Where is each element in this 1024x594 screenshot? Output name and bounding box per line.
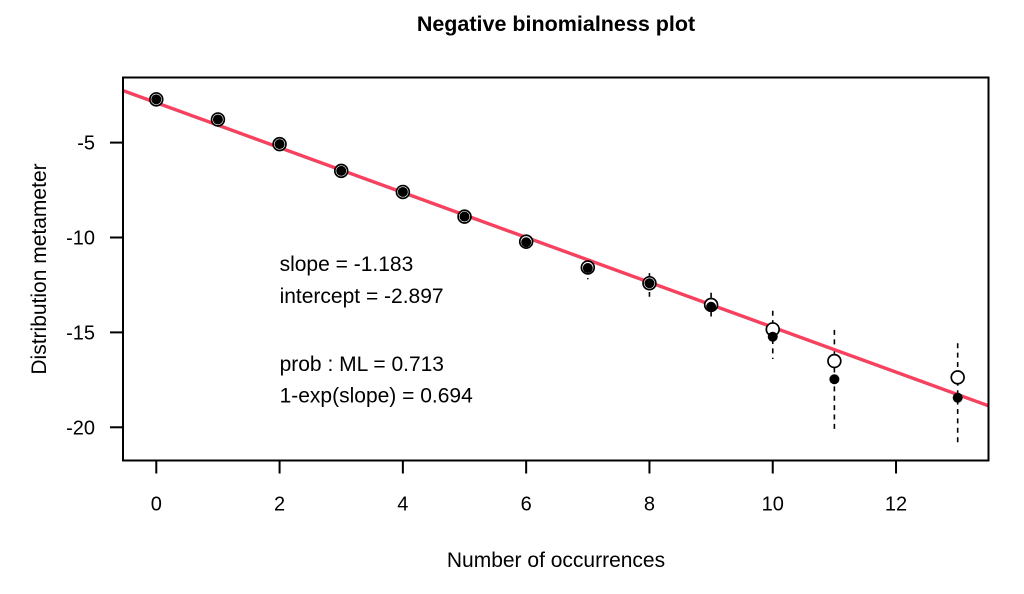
observed-point (336, 165, 347, 176)
observed-point (829, 374, 840, 385)
stat-annotation: prob : ML = 0.713 (280, 353, 444, 376)
y-tick-label: -15 (66, 322, 95, 344)
observed-point (582, 263, 593, 274)
x-tick-label: 0 (151, 494, 162, 516)
observed-point (274, 139, 285, 150)
x-tick-label: 10 (762, 494, 784, 516)
observed-point (644, 278, 655, 289)
x-axis-label: Number of occurrences (446, 549, 666, 572)
observed-point (151, 94, 162, 105)
observed-point (521, 237, 532, 248)
observed-point (767, 331, 778, 342)
fit-line (122, 88, 990, 408)
stat-annotation: slope = -1.183 (280, 253, 414, 276)
stat-annotation: 1-exp(slope) = 0.694 (280, 385, 474, 408)
observed-point (397, 186, 408, 197)
observed-point (706, 301, 717, 312)
y-tick-label: -5 (77, 133, 95, 155)
x-tick-label: 12 (885, 494, 907, 516)
observed-point (459, 211, 470, 222)
y-tick-label: -10 (66, 227, 95, 249)
x-tick-label: 6 (521, 494, 532, 516)
x-tick-label: 2 (274, 494, 285, 516)
ci-center-circle (950, 370, 965, 385)
ci-center-circle (827, 353, 842, 369)
x-tick-label: 4 (397, 494, 408, 516)
observed-point (212, 114, 223, 125)
stat-annotation: intercept = -2.897 (280, 285, 444, 308)
chart-title: Negative binomialness plot (416, 12, 696, 36)
x-tick-label: 8 (644, 494, 655, 516)
y-tick-label: -20 (66, 417, 95, 439)
plot-border (122, 76, 990, 462)
observed-point (952, 392, 963, 403)
